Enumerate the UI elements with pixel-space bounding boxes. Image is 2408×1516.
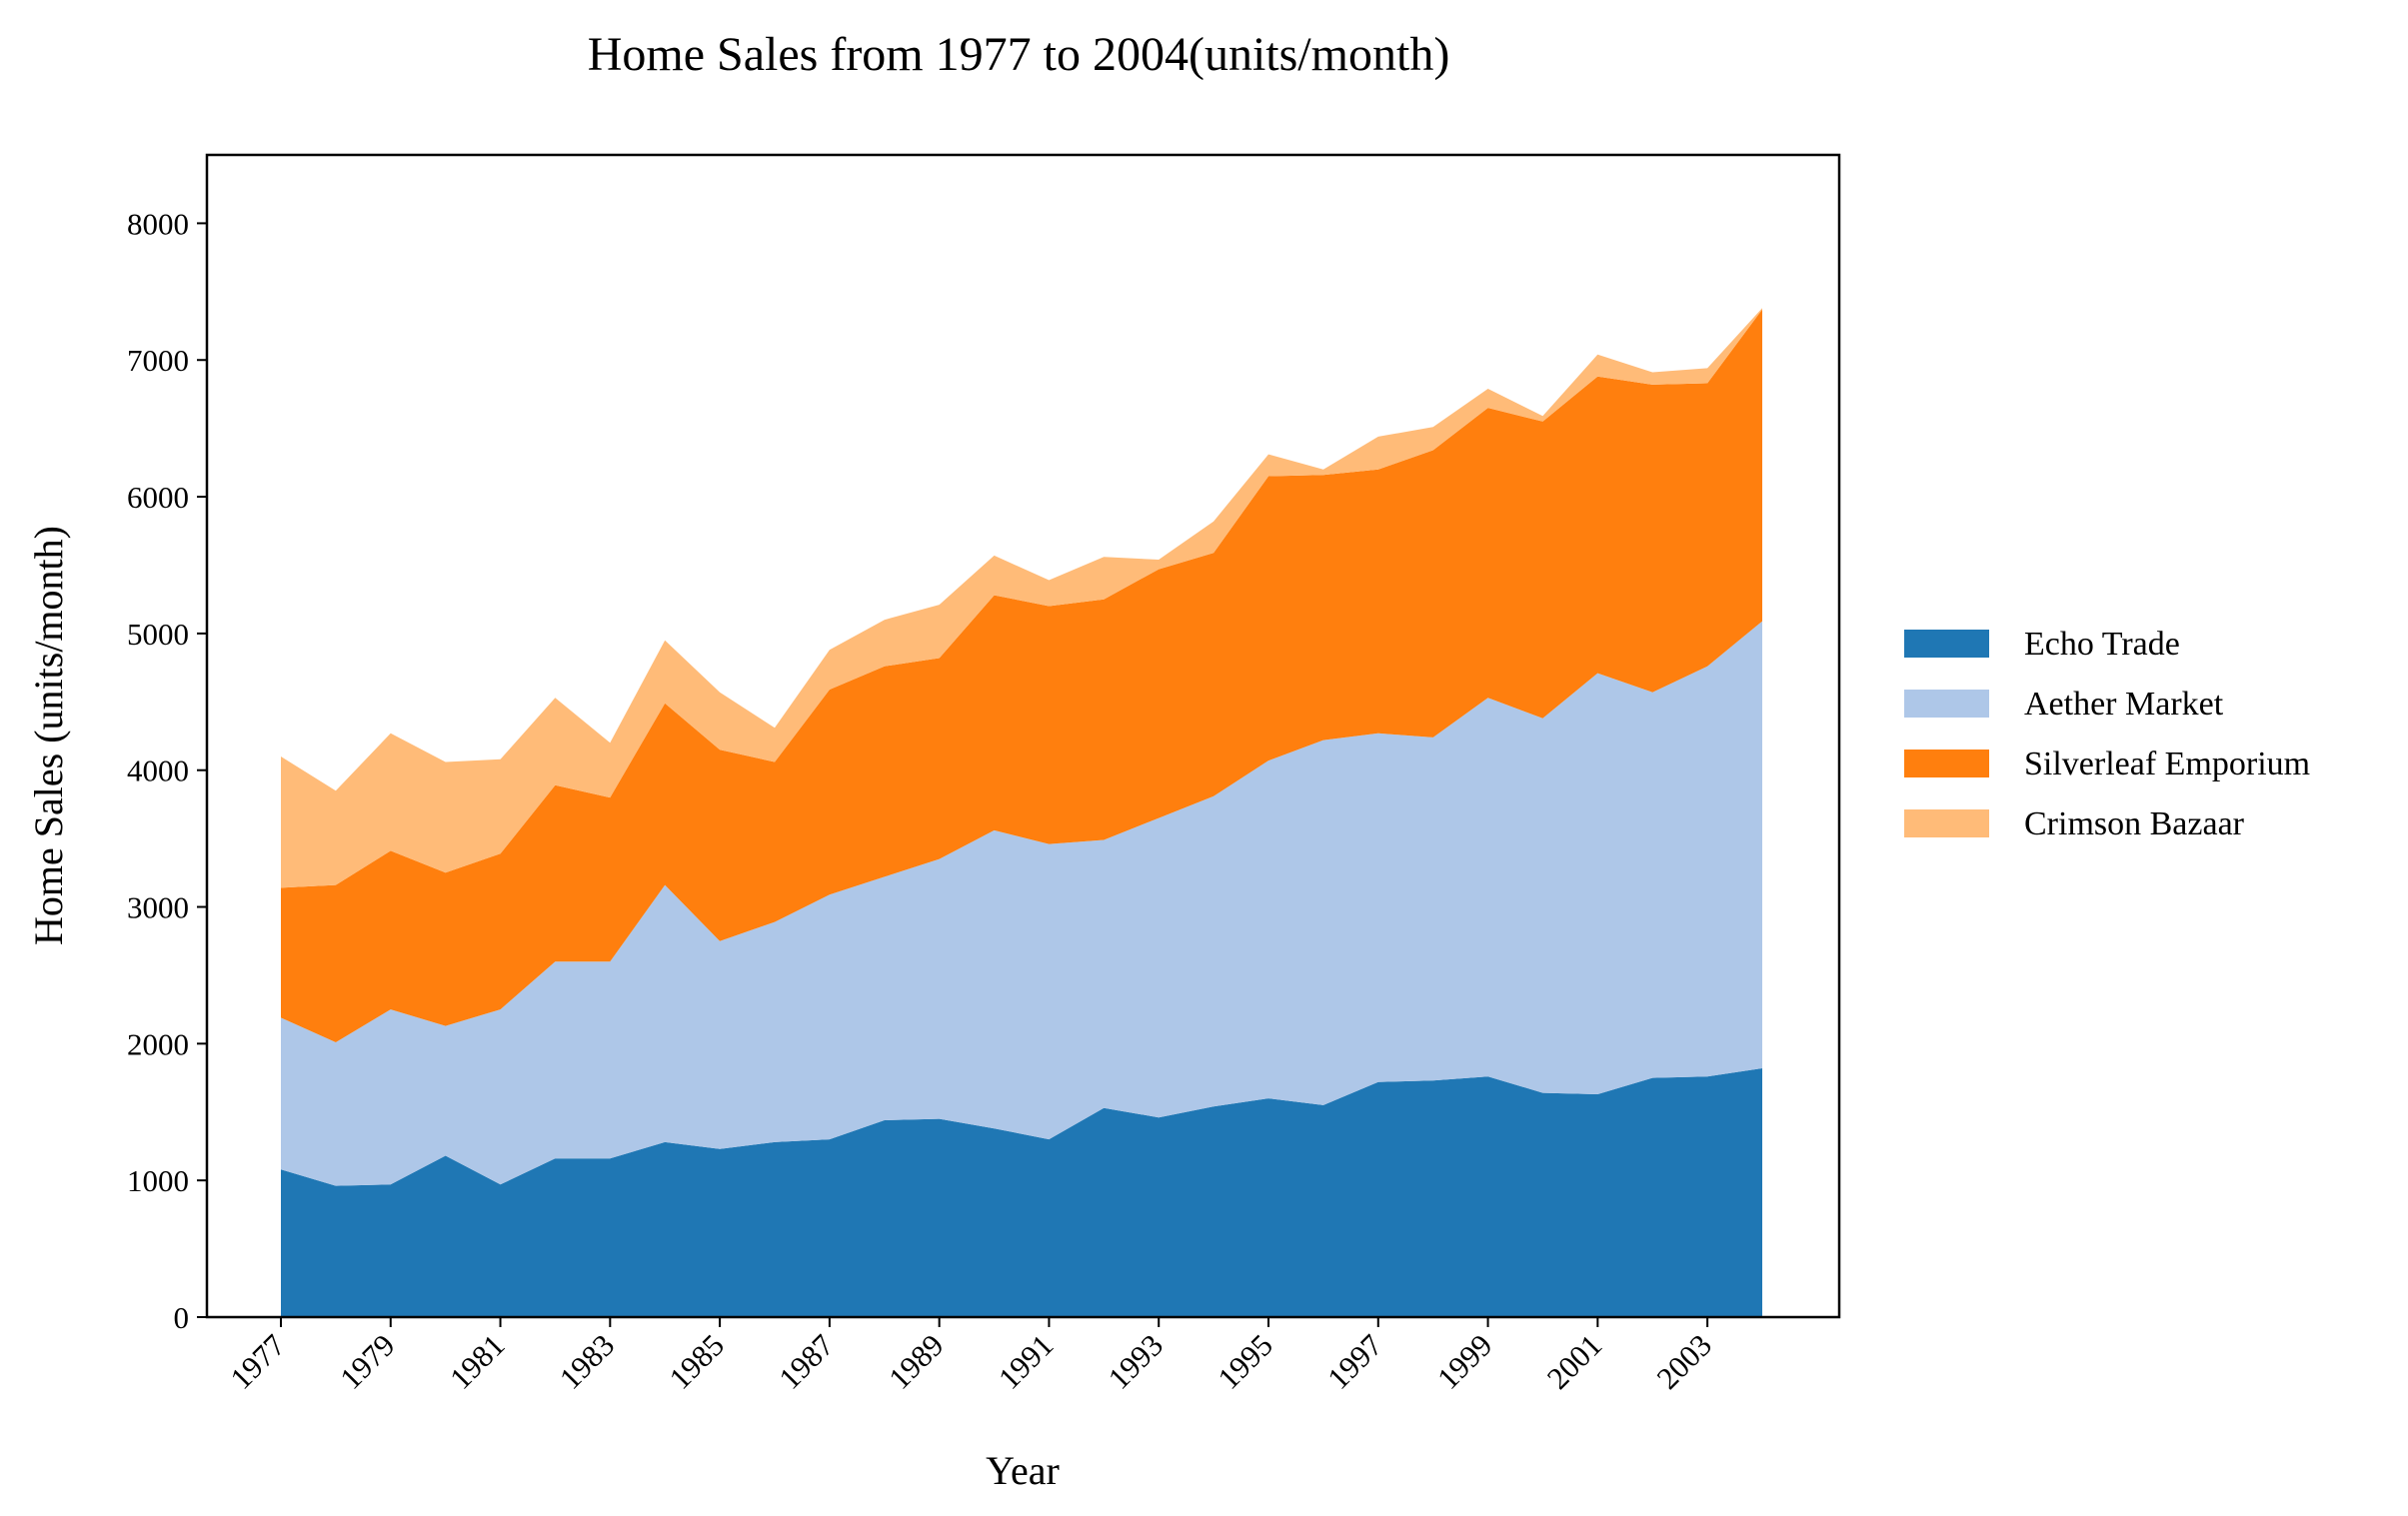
legend-swatch xyxy=(1904,690,1989,718)
y-axis-label: Home Sales (units/month) xyxy=(26,526,71,945)
legend-label: Silverleaf Emporium xyxy=(2024,746,2310,782)
y-tick-label: 7000 xyxy=(127,343,189,378)
y-axis: 0 1000 2000 3000 4000 5000 6000 7000 8000 xyxy=(127,206,207,1335)
x-tick-label: 1987 xyxy=(772,1327,841,1396)
area-series-0 xyxy=(281,1068,1762,1317)
legend-label: Aether Market xyxy=(2024,686,2224,723)
area-series-1 xyxy=(281,621,1762,1186)
y-tick-label: 2000 xyxy=(127,1026,189,1061)
y-tick-label: 1000 xyxy=(127,1163,189,1198)
y-tick-label: 6000 xyxy=(127,480,189,515)
y-tick-label: 3000 xyxy=(127,890,189,925)
x-tick-label: 1995 xyxy=(1210,1327,1279,1396)
area-series-2 xyxy=(281,309,1762,1043)
x-tick-label: 2001 xyxy=(1540,1327,1609,1396)
x-tick-label: 1989 xyxy=(882,1327,951,1396)
legend-label: Echo Trade xyxy=(2024,626,2180,663)
x-tick-label: 1979 xyxy=(333,1327,402,1396)
chart-title: Home Sales from 1977 to 2004(units/month… xyxy=(588,28,1450,81)
x-axis-label: Year xyxy=(986,1448,1060,1493)
legend-swatch xyxy=(1904,630,1989,658)
x-tick-label: 2003 xyxy=(1649,1327,1718,1396)
legend-swatch xyxy=(1904,750,1989,777)
area-series-3 xyxy=(281,308,1762,888)
stacked-areas xyxy=(281,308,1762,1317)
x-tick-label: 1981 xyxy=(443,1327,512,1396)
x-tick-label: 1977 xyxy=(223,1327,292,1396)
x-tick-label: 1993 xyxy=(1102,1327,1171,1396)
y-tick-label: 8000 xyxy=(127,206,189,241)
plot-frame xyxy=(205,153,1841,1319)
x-axis: 1977 1979 1981 1983 1985 1987 1989 1991 1993 1995… xyxy=(223,1317,1718,1396)
y-tick-label: 4000 xyxy=(127,754,189,788)
legend-swatch xyxy=(1904,809,1989,837)
x-tick-label: 1983 xyxy=(553,1327,622,1396)
x-tick-label: 1991 xyxy=(992,1327,1061,1396)
x-tick-label: 1985 xyxy=(662,1327,731,1396)
x-tick-label: 1999 xyxy=(1430,1327,1499,1396)
y-tick-label: 0 xyxy=(174,1300,190,1335)
legend-label: Crimson Bazaar xyxy=(2024,805,2245,842)
legend: Echo Trade Aether Market Silverleaf Empori… xyxy=(1904,626,2310,842)
x-tick-label: 1997 xyxy=(1320,1327,1389,1396)
y-tick-label: 5000 xyxy=(127,617,189,652)
